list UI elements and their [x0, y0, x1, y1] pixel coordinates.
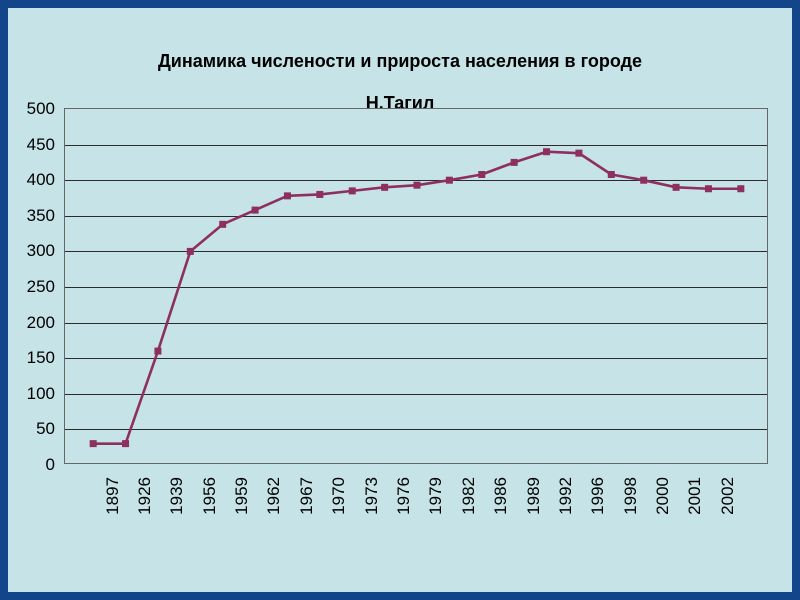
series-marker [252, 207, 259, 214]
x-tick-label: 2002 [718, 477, 738, 527]
y-tick-label: 300 [9, 241, 55, 261]
y-tick-label: 200 [9, 313, 55, 333]
x-tick-label: 2000 [653, 477, 673, 527]
series-marker [640, 177, 647, 184]
x-tick-label: 1970 [329, 477, 349, 527]
series-marker [608, 171, 615, 178]
plot-area: 0501001502002503003504004505001897192619… [64, 108, 768, 464]
series-marker [705, 185, 712, 192]
x-tick-label: 1962 [264, 477, 284, 527]
y-tick-label: 450 [9, 135, 55, 155]
series-marker [187, 248, 194, 255]
x-tick-label: 1996 [588, 477, 608, 527]
y-tick-label: 400 [9, 170, 55, 190]
y-tick-label: 150 [9, 348, 55, 368]
x-tick-label: 1926 [135, 477, 155, 527]
y-tick-label: 0 [9, 455, 55, 475]
series-marker [478, 171, 485, 178]
y-tick-label: 350 [9, 206, 55, 226]
y-tick-label: 100 [9, 384, 55, 404]
series-marker [219, 221, 226, 228]
chart-title-line1: Динамика числености и прироста населения… [158, 51, 642, 71]
series-marker [575, 150, 582, 157]
x-tick-label: 1973 [362, 477, 382, 527]
y-tick-label: 250 [9, 277, 55, 297]
chart-title: Динамика числености и прироста населения… [8, 30, 792, 114]
x-tick-label: 1998 [621, 477, 641, 527]
series-marker [414, 182, 421, 189]
x-tick-label: 1992 [556, 477, 576, 527]
x-tick-label: 1967 [297, 477, 317, 527]
x-tick-label: 1982 [459, 477, 479, 527]
x-tick-label: 1976 [394, 477, 414, 527]
x-tick-label: 1897 [103, 477, 123, 527]
x-tick-label: 1979 [426, 477, 446, 527]
x-tick-label: 1986 [491, 477, 511, 527]
series-marker [543, 148, 550, 155]
x-tick-label: 2001 [685, 477, 705, 527]
x-tick-label: 1989 [524, 477, 544, 527]
series-marker [381, 184, 388, 191]
series-marker [737, 185, 744, 192]
series-marker [284, 192, 291, 199]
series-marker [446, 177, 453, 184]
series-marker [122, 440, 129, 447]
series-marker [154, 348, 161, 355]
series-marker [673, 184, 680, 191]
x-tick-label: 1939 [167, 477, 187, 527]
x-tick-label: 1956 [200, 477, 220, 527]
series-marker [316, 191, 323, 198]
series-line [65, 109, 769, 465]
series-marker [511, 159, 518, 166]
series-marker [349, 187, 356, 194]
x-tick-label: 1959 [232, 477, 252, 527]
y-tick-label: 50 [9, 419, 55, 439]
y-tick-label: 500 [9, 99, 55, 119]
series-marker [90, 440, 97, 447]
